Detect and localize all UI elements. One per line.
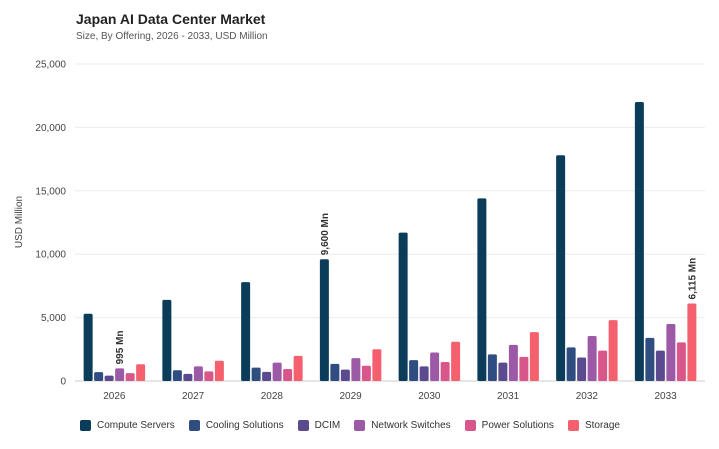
legend-label: Compute Servers [97, 420, 175, 431]
chart-legend: Compute Servers Cooling Solutions DCIM Netw… [80, 420, 634, 431]
bar [440, 361, 450, 381]
data-label: 6,115 Mn [687, 258, 698, 300]
bar [283, 368, 293, 381]
bar [251, 367, 261, 381]
bar [587, 335, 597, 381]
bar [556, 155, 566, 381]
bar [477, 198, 487, 381]
legend-label: Network Switches [371, 420, 451, 431]
bar [193, 366, 203, 381]
bar [498, 362, 508, 381]
bar [104, 375, 114, 381]
bar [136, 364, 146, 381]
bar [598, 350, 608, 381]
y-tick-label: 20,000 [35, 123, 66, 134]
bar [577, 357, 587, 381]
legend-swatch [188, 420, 200, 431]
bar [183, 373, 193, 381]
y-tick-label: 15,000 [35, 186, 66, 197]
x-tick-label: 2033 [655, 391, 678, 402]
bar [319, 259, 329, 381]
bar [125, 373, 135, 381]
legend-label: Storage [584, 420, 620, 431]
legend-item: DCIM [297, 420, 341, 431]
x-tick-label: 2027 [182, 391, 205, 402]
x-tick-label: 2029 [340, 391, 363, 402]
bar [241, 282, 251, 381]
bar [83, 313, 93, 381]
bar [94, 372, 104, 381]
legend-swatch [80, 420, 91, 431]
y-tick-label: 10,000 [35, 250, 66, 261]
bar [529, 332, 539, 381]
bar [451, 341, 461, 381]
bar [115, 368, 125, 381]
legend-item: Power Solutions [464, 420, 554, 431]
bar [655, 350, 665, 381]
bar [398, 232, 408, 381]
y-tick-label: 25,000 [35, 60, 66, 71]
chart-subtitle: Size, By Offering, 2026 - 2033, USD Mill… [76, 31, 268, 42]
y-tick-label: 0 [60, 377, 66, 388]
bar [508, 344, 518, 381]
bar [645, 337, 655, 381]
bar [666, 323, 676, 381]
bar [687, 303, 697, 381]
bar [634, 102, 644, 381]
bar [419, 366, 429, 381]
legend-item: Compute Servers [80, 420, 175, 431]
bar [272, 362, 282, 381]
x-tick-label: 2026 [103, 391, 126, 402]
y-tick-label: 5,000 [41, 313, 66, 324]
legend-item: Cooling Solutions [188, 420, 284, 431]
bar [214, 360, 224, 381]
data-label: 995 Mn [115, 330, 126, 364]
legend-label: DCIM [314, 420, 341, 431]
bar [519, 356, 529, 381]
bar [340, 369, 350, 381]
legend-swatch [354, 420, 366, 431]
x-tick-label: 2028 [261, 391, 284, 402]
bar [487, 354, 497, 381]
legend-label: Cooling Solutions [205, 420, 284, 431]
x-tick-label: 2032 [576, 391, 599, 402]
chart-title: Japan AI Data Center Market [76, 11, 266, 27]
x-tick-label: 2030 [418, 391, 441, 402]
bar [566, 347, 576, 381]
bar [361, 365, 371, 381]
bar [293, 355, 303, 381]
bar [608, 320, 618, 381]
bar [430, 352, 440, 381]
y-axis-title: USD Million [14, 196, 25, 248]
x-tick-label: 2031 [497, 391, 520, 402]
bar [409, 360, 419, 381]
bar [372, 349, 382, 381]
legend-swatch [567, 420, 579, 431]
bar [330, 363, 340, 381]
bar [676, 342, 686, 381]
bar [204, 371, 214, 381]
legend-item: Storage [567, 420, 620, 431]
legend-item: Network Switches [354, 420, 451, 431]
bar [162, 299, 172, 381]
legend-swatch [297, 420, 309, 431]
bar [351, 358, 361, 381]
legend-swatch [464, 420, 476, 431]
bar [172, 370, 182, 381]
legend-label: Power Solutions [481, 420, 554, 431]
bar [262, 371, 272, 381]
data-label: 9,600 Mn [320, 213, 331, 255]
